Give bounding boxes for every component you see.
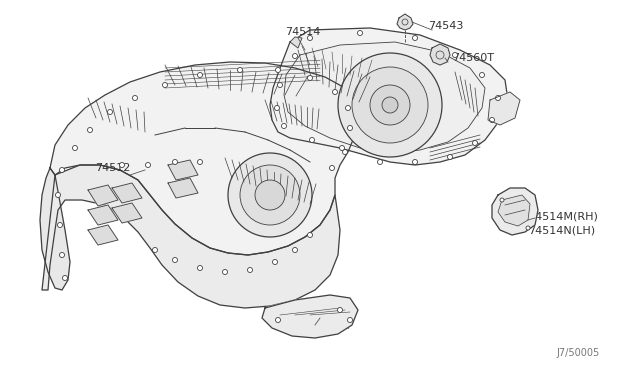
Text: 74570N: 74570N xyxy=(306,321,349,331)
Circle shape xyxy=(352,67,428,143)
Polygon shape xyxy=(262,295,358,338)
Circle shape xyxy=(447,154,452,160)
Circle shape xyxy=(307,232,312,237)
Polygon shape xyxy=(284,42,485,153)
Circle shape xyxy=(152,247,157,253)
Circle shape xyxy=(370,85,410,125)
Circle shape xyxy=(348,317,353,323)
Circle shape xyxy=(108,109,113,115)
Circle shape xyxy=(490,118,495,122)
Circle shape xyxy=(145,163,150,167)
Circle shape xyxy=(337,308,342,312)
Circle shape xyxy=(60,167,65,173)
Text: 74514N(LH): 74514N(LH) xyxy=(528,225,595,235)
Circle shape xyxy=(307,76,312,80)
Circle shape xyxy=(273,260,278,264)
Circle shape xyxy=(495,96,500,100)
Circle shape xyxy=(163,83,168,87)
Polygon shape xyxy=(430,44,450,65)
Text: J7/50005: J7/50005 xyxy=(557,348,600,358)
Text: 74512: 74512 xyxy=(95,163,131,173)
Circle shape xyxy=(500,198,504,202)
Circle shape xyxy=(338,53,442,157)
Circle shape xyxy=(275,106,280,110)
Circle shape xyxy=(346,106,351,110)
Circle shape xyxy=(228,153,312,237)
Circle shape xyxy=(292,54,298,58)
Polygon shape xyxy=(112,203,142,223)
Circle shape xyxy=(310,138,314,142)
Circle shape xyxy=(173,257,177,263)
Polygon shape xyxy=(498,195,530,226)
Circle shape xyxy=(413,35,417,41)
Text: 74560T: 74560T xyxy=(452,53,494,63)
Circle shape xyxy=(255,180,285,210)
Circle shape xyxy=(330,166,335,170)
Circle shape xyxy=(333,90,337,94)
Circle shape xyxy=(342,150,348,154)
Circle shape xyxy=(132,96,138,100)
Circle shape xyxy=(240,165,300,225)
Polygon shape xyxy=(42,165,340,308)
Circle shape xyxy=(248,267,253,273)
Circle shape xyxy=(382,97,398,113)
Circle shape xyxy=(526,226,530,230)
Circle shape xyxy=(348,125,353,131)
Circle shape xyxy=(278,83,282,87)
Circle shape xyxy=(452,52,458,58)
Circle shape xyxy=(292,247,298,253)
Polygon shape xyxy=(88,205,118,225)
Circle shape xyxy=(275,317,280,323)
Circle shape xyxy=(275,67,280,73)
Text: 74514M(RH): 74514M(RH) xyxy=(528,211,598,221)
Text: 74543: 74543 xyxy=(428,21,463,31)
Polygon shape xyxy=(397,14,413,30)
Polygon shape xyxy=(168,178,198,198)
Circle shape xyxy=(60,253,65,257)
Circle shape xyxy=(479,73,484,77)
Circle shape xyxy=(358,31,362,35)
Polygon shape xyxy=(50,62,358,255)
Polygon shape xyxy=(88,225,118,245)
Circle shape xyxy=(120,163,125,167)
Polygon shape xyxy=(88,185,118,206)
Circle shape xyxy=(472,141,477,145)
Circle shape xyxy=(282,124,287,128)
Circle shape xyxy=(378,160,383,164)
Circle shape xyxy=(88,128,93,132)
Circle shape xyxy=(223,269,227,275)
Polygon shape xyxy=(270,28,508,165)
Polygon shape xyxy=(290,37,302,48)
Polygon shape xyxy=(488,92,520,125)
Circle shape xyxy=(56,192,61,198)
Polygon shape xyxy=(492,188,538,235)
Circle shape xyxy=(237,67,243,73)
Circle shape xyxy=(307,35,312,41)
Circle shape xyxy=(72,145,77,151)
Circle shape xyxy=(339,145,344,151)
Polygon shape xyxy=(112,183,142,203)
Circle shape xyxy=(198,160,202,164)
Circle shape xyxy=(173,160,177,164)
Circle shape xyxy=(198,73,202,77)
Circle shape xyxy=(413,160,417,164)
Polygon shape xyxy=(168,160,198,180)
Polygon shape xyxy=(40,168,70,290)
Circle shape xyxy=(198,266,202,270)
Circle shape xyxy=(63,276,67,280)
Text: 74514: 74514 xyxy=(285,27,321,37)
Circle shape xyxy=(58,222,63,228)
